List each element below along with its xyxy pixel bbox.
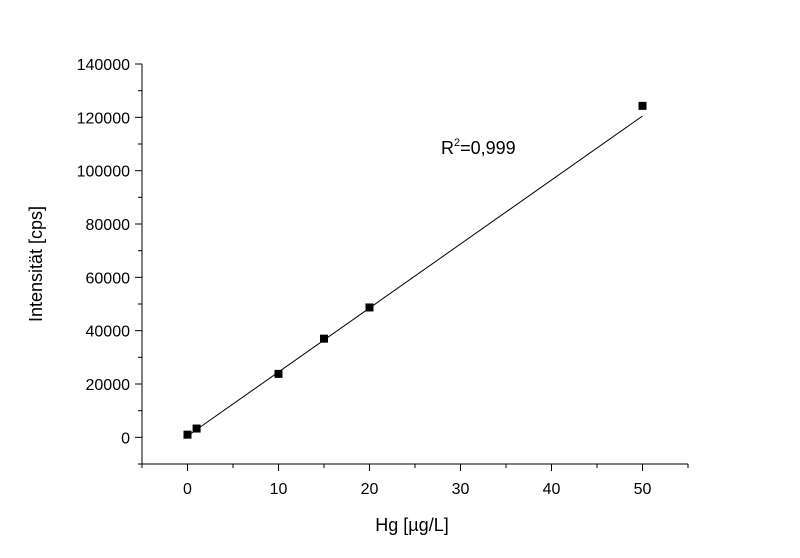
data-point [638,101,647,110]
axes: 0 10 20 30 40 50 0 20000 40000 60000 80000 100000 12… [77,57,689,498]
x-tick-label: 50 [634,481,652,498]
fit-line-group [187,115,643,437]
y-tick-label: 60000 [86,270,131,287]
r-squared-base: R [441,138,454,158]
y-tick-label: 40000 [86,324,131,341]
x-tick-label: 40 [543,481,561,498]
x-tick-label: 10 [270,481,288,498]
fit-line [187,115,643,437]
x-tick-label: 30 [452,481,470,498]
x-tick-label: 20 [361,481,379,498]
y-axis-title: Intensität [cps] [26,206,46,322]
r-squared-annotation: R2=0,999 [441,137,516,158]
y-tick-label: 140000 [77,57,130,74]
x-tick-label: 0 [183,481,192,498]
r-squared-superscript: 2 [454,137,460,149]
x-axis-title: Hg [µg/L] [375,515,448,535]
y-tick-label: 100000 [77,164,130,181]
data-point [320,334,328,343]
data-points [183,101,647,439]
y-tick-label: 120000 [77,110,130,127]
data-point [192,424,201,433]
y-tick-label: 0 [121,430,130,447]
y-tick-label: 20000 [86,377,131,394]
y-tick-label: 80000 [86,217,131,234]
data-point [365,303,374,312]
r-squared-value: =0,999 [460,138,516,158]
data-point [183,430,192,439]
data-point [274,369,283,378]
